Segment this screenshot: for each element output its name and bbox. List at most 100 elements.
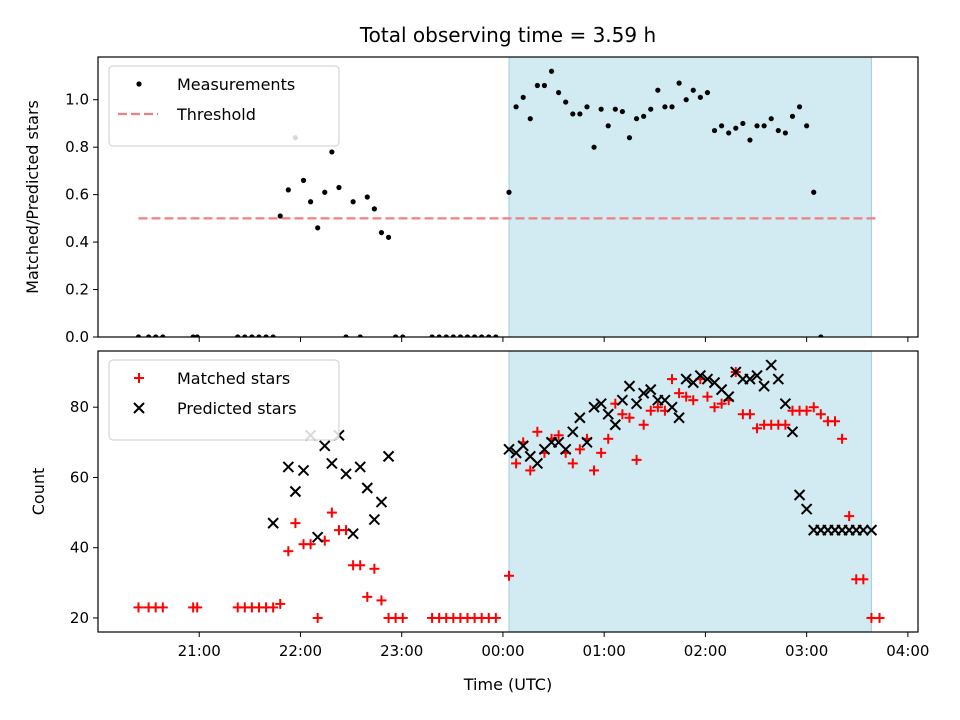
legend-marker [133, 402, 145, 414]
data-point [616, 394, 629, 406]
data-point [858, 574, 869, 585]
data-point [619, 108, 625, 115]
data-point [322, 189, 328, 195]
data-point [761, 123, 767, 129]
data-point [548, 68, 555, 74]
data-point [581, 436, 593, 449]
data-point [326, 507, 337, 518]
axes-frame [97, 56, 919, 338]
y-tick-label: 40 [70, 539, 89, 557]
data-point [612, 106, 618, 112]
data-point [326, 457, 338, 470]
data-point [357, 334, 363, 337]
ratio-panel: 0.0 0.2 0.4 0.6 0.8 1.0 Matched/Predicted star… [23, 56, 919, 346]
data-point [602, 408, 614, 420]
data-point [588, 401, 600, 413]
data-point [282, 461, 295, 473]
data-point [553, 430, 564, 441]
data-point [624, 412, 635, 423]
data-point [655, 87, 661, 93]
data-point [283, 546, 294, 557]
data-point [701, 373, 714, 385]
data-point [800, 503, 813, 515]
data-point [874, 612, 885, 623]
data-point [517, 440, 529, 452]
data-point [837, 433, 848, 444]
data-point [865, 524, 878, 536]
data-point [393, 334, 399, 337]
legend-marker [134, 373, 144, 383]
legend-label: Threshold [176, 105, 256, 124]
x-tick-label: 00:00 [481, 642, 524, 660]
data-point [525, 465, 536, 476]
data-point [268, 602, 279, 613]
data-point [758, 380, 770, 392]
data-point [808, 402, 819, 413]
data-point [289, 485, 302, 498]
data-point [354, 461, 366, 473]
data-point [285, 187, 291, 193]
data-point [133, 602, 144, 613]
data-point [563, 99, 569, 105]
data-point [690, 87, 696, 93]
data-point [336, 184, 342, 191]
x-tick-label: 22:00 [279, 642, 322, 660]
legend-label: Matched stars [177, 369, 290, 388]
data-point [503, 443, 515, 456]
data-point [364, 194, 370, 200]
data-point [153, 334, 159, 337]
data-point [194, 334, 200, 337]
data-point [436, 334, 442, 337]
data-point [146, 334, 152, 337]
data-point [591, 144, 597, 150]
data-point [235, 334, 241, 337]
data-point [617, 409, 628, 420]
data-point [667, 374, 677, 385]
data-point [270, 334, 276, 337]
data-point [471, 334, 478, 337]
x-tick-label: 21:00 [178, 642, 221, 660]
y-tick-label: 0.0 [65, 328, 89, 346]
data-point [263, 334, 269, 337]
data-point [676, 80, 682, 86]
y-tick-label: 0.6 [65, 186, 89, 204]
axes-frame [97, 350, 919, 633]
data-point [256, 334, 262, 337]
x-tick-label: 23:00 [380, 642, 423, 660]
data-point [527, 116, 533, 122]
data-point [160, 334, 166, 337]
y-tick-label: 0.4 [65, 233, 89, 251]
data-point [350, 199, 356, 205]
data-point [786, 426, 799, 438]
data-point [782, 130, 788, 136]
x-tick-label: 03:00 [785, 642, 828, 660]
data-point [479, 334, 485, 337]
data-point [789, 113, 796, 119]
data-point [605, 123, 611, 129]
data-point [780, 419, 791, 430]
data-point [464, 334, 471, 337]
data-point [300, 177, 307, 183]
data-point [589, 465, 600, 476]
data-point [801, 405, 812, 416]
data-point [744, 373, 756, 385]
data-point [623, 380, 636, 392]
data-point [804, 123, 810, 129]
x-axis-label: Time (UTC) [463, 675, 552, 694]
data-point [567, 458, 578, 469]
observing-window-band [508, 350, 872, 633]
data-point [711, 127, 718, 134]
data-point [818, 334, 824, 337]
data-point [603, 433, 614, 444]
data-point [556, 89, 562, 96]
data-point [368, 513, 381, 526]
data-point [638, 419, 649, 430]
data-point [541, 82, 548, 89]
data-point [443, 334, 449, 337]
data-point [815, 409, 826, 420]
data-point [779, 397, 792, 410]
data-point [400, 334, 406, 337]
data-point [490, 612, 501, 623]
data-point [312, 612, 323, 623]
data-point [765, 359, 777, 371]
